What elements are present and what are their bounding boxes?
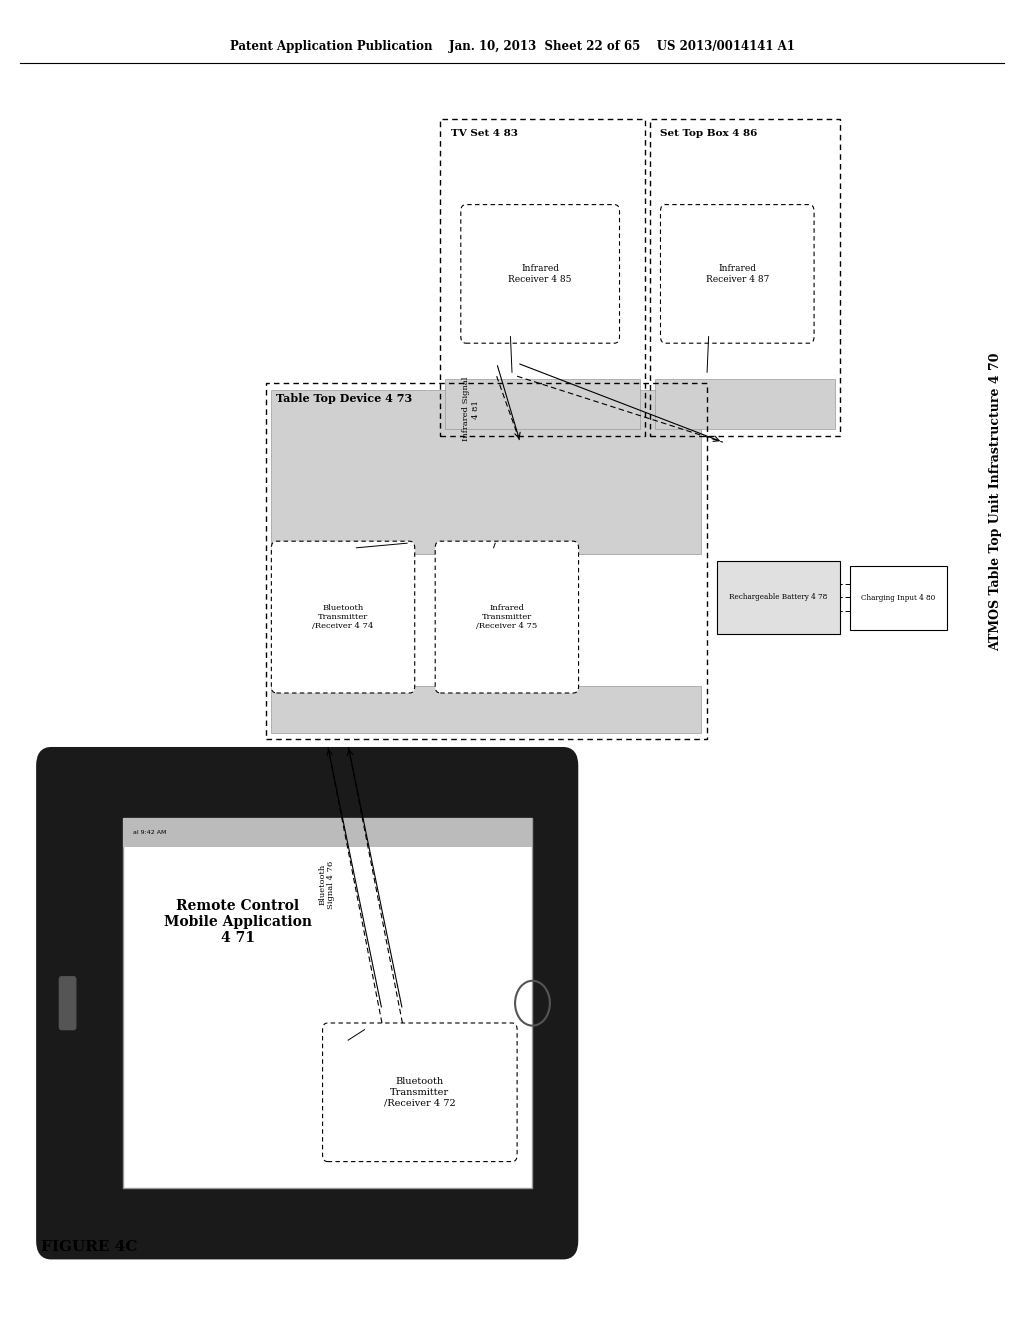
FancyBboxPatch shape: [323, 1023, 517, 1162]
Text: Set Top Box 4 86: Set Top Box 4 86: [660, 129, 758, 139]
Text: al 9:42 AM: al 9:42 AM: [133, 830, 167, 836]
FancyBboxPatch shape: [123, 818, 532, 1188]
Text: Remote Control
Mobile Application
4 71: Remote Control Mobile Application 4 71: [164, 899, 311, 945]
Text: FIGURE 4C: FIGURE 4C: [41, 1241, 137, 1254]
Text: Bluetooth
Transmitter
/Receiver 4 72: Bluetooth Transmitter /Receiver 4 72: [384, 1077, 456, 1107]
FancyBboxPatch shape: [39, 750, 575, 1257]
Text: Infrared
Receiver 4 85: Infrared Receiver 4 85: [508, 264, 572, 284]
Text: Bluetooth
Signal 4 76: Bluetooth Signal 4 76: [318, 861, 335, 908]
FancyBboxPatch shape: [435, 541, 579, 693]
Text: TV Set 4 83: TV Set 4 83: [451, 129, 517, 139]
FancyBboxPatch shape: [717, 561, 840, 634]
Text: Infrared
Transmitter
/Receiver 4 75: Infrared Transmitter /Receiver 4 75: [476, 605, 538, 631]
FancyBboxPatch shape: [461, 205, 620, 343]
FancyBboxPatch shape: [445, 379, 640, 429]
FancyBboxPatch shape: [850, 566, 947, 630]
Text: Table Top Device 4 73: Table Top Device 4 73: [276, 393, 413, 404]
Text: Rechargeable Battery 4 78: Rechargeable Battery 4 78: [729, 593, 827, 602]
Text: Patent Application Publication    Jan. 10, 2013  Sheet 22 of 65    US 2013/00141: Patent Application Publication Jan. 10, …: [229, 40, 795, 53]
FancyBboxPatch shape: [660, 205, 814, 343]
FancyBboxPatch shape: [271, 389, 701, 554]
Text: Bluetooth
Transmitter
/Receiver 4 74: Bluetooth Transmitter /Receiver 4 74: [312, 605, 374, 631]
FancyBboxPatch shape: [655, 379, 835, 429]
Text: ATMOS Table Top Unit Infrastructure 4 70: ATMOS Table Top Unit Infrastructure 4 70: [989, 352, 1001, 651]
FancyBboxPatch shape: [271, 686, 701, 733]
FancyBboxPatch shape: [271, 541, 415, 693]
FancyBboxPatch shape: [59, 977, 76, 1030]
Text: Charging Input 4 80: Charging Input 4 80: [861, 594, 936, 602]
Text: Infrared Signal
4 81: Infrared Signal 4 81: [463, 378, 479, 441]
FancyBboxPatch shape: [123, 818, 532, 847]
Text: Infrared
Receiver 4 87: Infrared Receiver 4 87: [706, 264, 769, 284]
